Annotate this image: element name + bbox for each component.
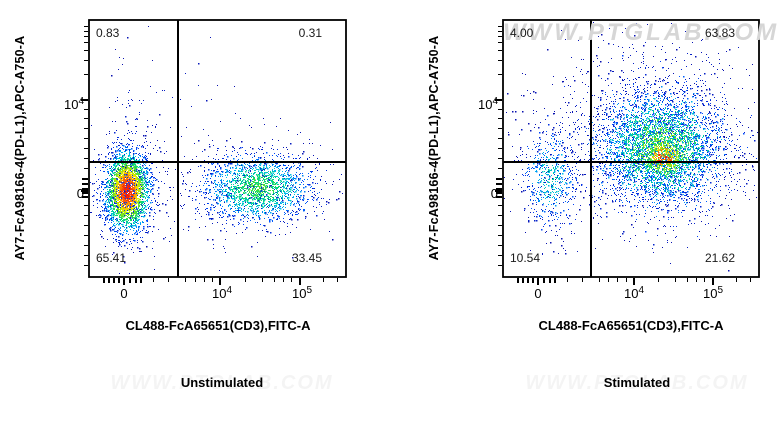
- x-tick-label-0: 0: [120, 286, 128, 301]
- panel-title: Stimulated: [603, 375, 671, 390]
- quadrant-stat-upper-right: 63.83: [704, 26, 735, 40]
- x-tick-label-0: 0: [534, 286, 542, 301]
- x-axis-label: CL488-FcA65651(CD3),FITC-A: [125, 318, 311, 333]
- watermark-faint: WWW.PTGLAB.COM: [110, 372, 334, 394]
- quadrant-stat-lower-left: 10.54: [510, 251, 541, 265]
- quadrant-stat-upper-left: 4.00: [510, 26, 534, 40]
- quadrant-stat-lower-right: 33.45: [291, 251, 322, 265]
- y-axis-label: AY7-FcA98166-4(PD-L1),APC-A750-A: [13, 35, 27, 261]
- panel-title: Unstimulated: [180, 375, 264, 390]
- watermark: WWW.PTGLAB.COM: [503, 19, 779, 46]
- y-tick-label-1e4: 104: [477, 96, 498, 112]
- quadrant-stat-lower-right: 21.62: [704, 251, 735, 265]
- quadrant-stat-upper-right: 0.31: [298, 26, 322, 40]
- watermark-faint: WWW.PTGLAB.COM: [525, 372, 749, 394]
- x-tick-label-1e5: 105: [291, 285, 313, 301]
- quadrant-stat-upper-left: 0.83: [96, 26, 120, 40]
- y-tick-label-0: 0: [76, 186, 84, 201]
- x-tick-label-1e5: 105: [702, 285, 724, 301]
- x-tick-label-1e4: 104: [623, 285, 645, 301]
- x-tick-label-1e4: 104: [211, 285, 233, 301]
- quadrant-stat-lower-left: 65.41: [96, 251, 127, 265]
- y-tick-label-1e4: 104: [63, 96, 84, 112]
- y-tick-label-0: 0: [490, 186, 498, 201]
- x-axis-label: CL488-FcA65651(CD3),FITC-A: [538, 318, 724, 333]
- y-axis-label: AY7-FcA98166-4(PD-L1),APC-A750-A: [427, 35, 441, 261]
